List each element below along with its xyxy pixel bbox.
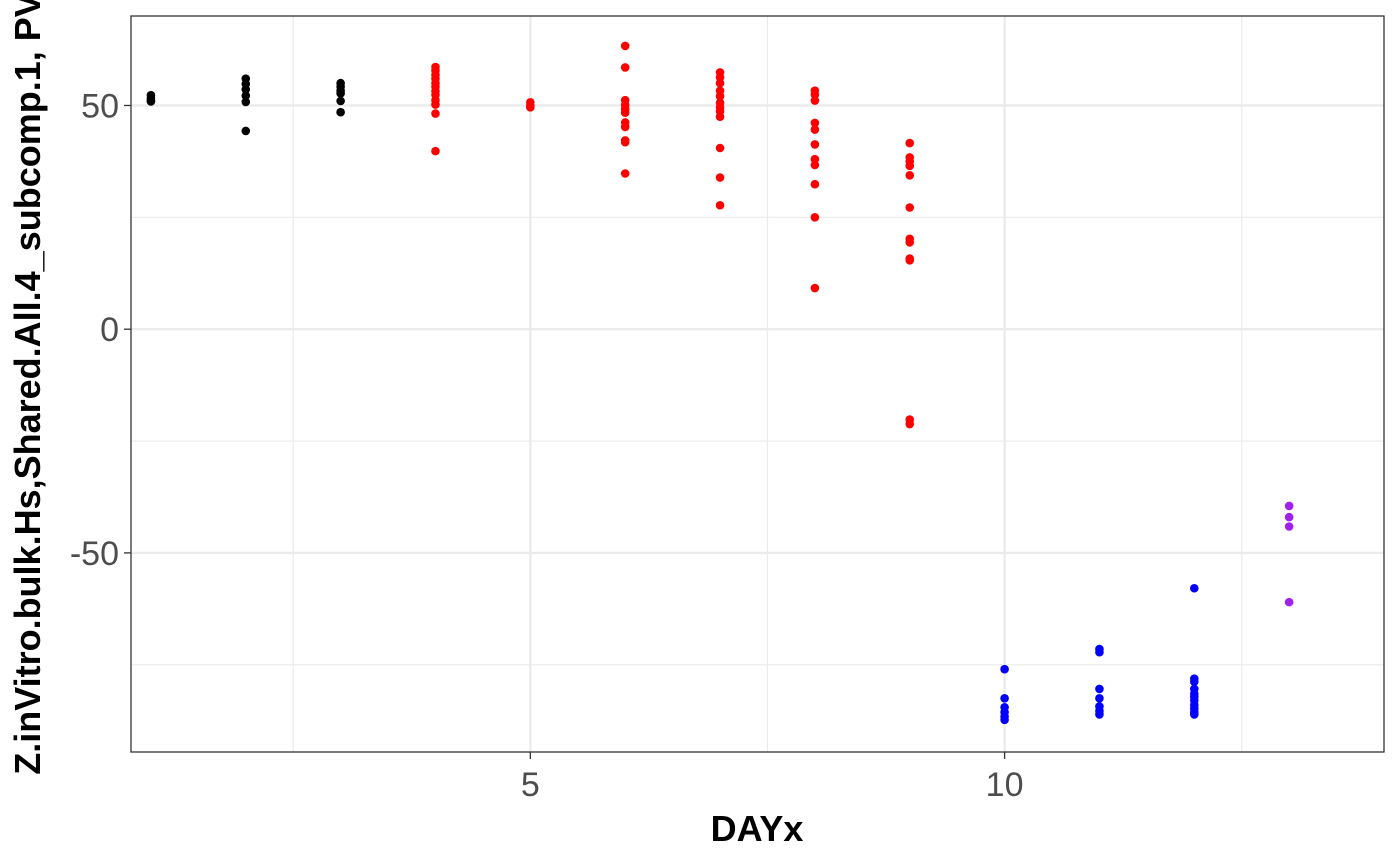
data-point xyxy=(715,173,725,182)
data-point xyxy=(431,109,440,118)
data-point xyxy=(431,146,440,156)
data-point xyxy=(336,96,345,106)
data-point xyxy=(810,283,820,293)
data-point xyxy=(715,143,725,153)
data-point xyxy=(810,140,820,149)
data-point xyxy=(810,96,820,105)
data-point xyxy=(1284,501,1294,511)
data-point xyxy=(146,97,156,106)
data-point xyxy=(620,169,630,178)
data-point xyxy=(810,160,820,170)
data-point xyxy=(905,419,915,429)
data-point xyxy=(1000,715,1009,725)
x-tick-label: 10 xyxy=(986,766,1024,804)
data-point xyxy=(1189,710,1199,719)
data-point xyxy=(431,100,440,109)
y-tick-label: -50 xyxy=(70,535,119,573)
data-point xyxy=(905,255,915,265)
data-point xyxy=(620,63,630,72)
data-point xyxy=(620,41,630,51)
data-point xyxy=(810,179,820,189)
x-tick-label: 5 xyxy=(521,766,540,804)
data-point xyxy=(715,200,725,210)
y-tick-label: 0 xyxy=(100,311,119,349)
data-points xyxy=(146,41,1294,725)
panel-border xyxy=(130,15,1385,753)
y-axis-title: Z.inVitro.bulk.Hs,Shared.All.4_subcomp.1… xyxy=(7,0,48,775)
data-point xyxy=(620,137,630,147)
data-point xyxy=(715,91,725,101)
data-point xyxy=(1095,694,1104,703)
data-point xyxy=(1095,710,1104,719)
y-axis-ticks: -50 0 50 xyxy=(70,87,131,573)
data-point xyxy=(905,138,915,148)
data-point xyxy=(1000,664,1009,674)
data-point xyxy=(620,122,630,132)
x-axis-title: DAYx xyxy=(711,808,804,849)
data-point xyxy=(905,161,915,171)
data-point xyxy=(336,89,345,98)
major-gridlines xyxy=(131,16,1384,752)
data-point xyxy=(336,107,345,117)
data-point xyxy=(241,85,251,94)
data-point xyxy=(905,170,915,180)
data-point xyxy=(241,91,251,100)
minor-gridlines xyxy=(131,16,1384,752)
data-point xyxy=(1189,583,1199,593)
data-point xyxy=(526,102,535,112)
data-point xyxy=(1189,677,1199,687)
data-point xyxy=(810,213,820,222)
data-point xyxy=(1284,522,1294,531)
y-tick-label: 50 xyxy=(81,87,119,125)
data-point xyxy=(241,97,251,107)
data-point xyxy=(905,203,915,212)
data-point xyxy=(1284,512,1294,522)
data-point xyxy=(810,118,820,128)
data-point xyxy=(905,238,915,247)
data-point xyxy=(1000,694,1009,703)
data-point xyxy=(1095,684,1104,694)
panel-background xyxy=(131,16,1384,752)
data-point xyxy=(1095,647,1104,657)
data-point xyxy=(715,112,725,121)
data-point xyxy=(1284,597,1294,607)
x-axis-ticks: 5 10 xyxy=(521,752,1024,804)
data-point xyxy=(241,126,251,136)
data-point xyxy=(810,125,820,134)
data-point xyxy=(620,108,630,117)
data-point xyxy=(715,78,725,88)
